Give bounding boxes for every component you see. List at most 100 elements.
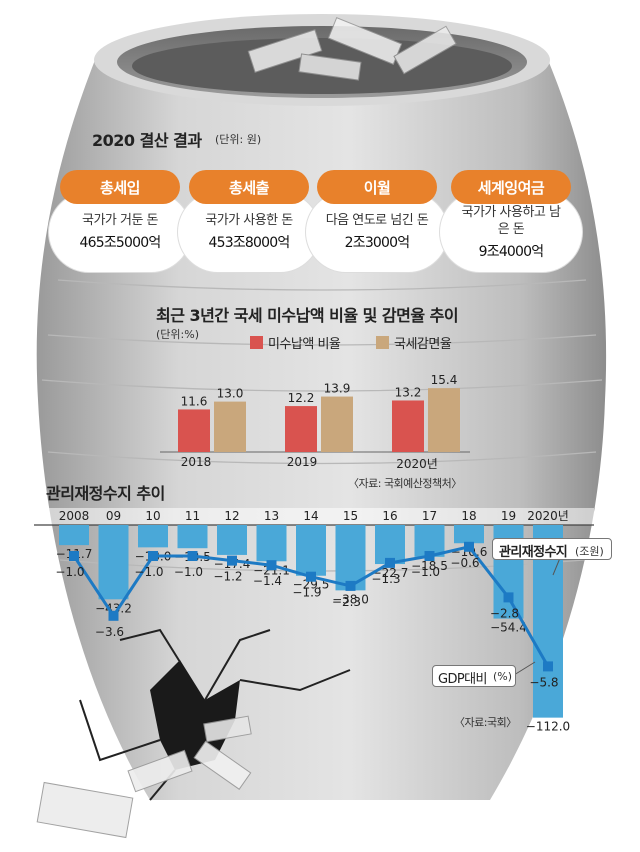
gdp-label-3: −1.0 bbox=[174, 565, 203, 579]
card-expenditure-desc: 국가가 사용한 돈 bbox=[205, 213, 293, 228]
balance-x-label-2: 10 bbox=[145, 509, 160, 523]
gdp-label-4: −1.2 bbox=[213, 570, 242, 584]
balance-legend-box: 관리재정수지 (조원) bbox=[492, 538, 612, 560]
balance-x-label-12: 2020년 bbox=[527, 509, 569, 523]
gdp-legend-box: GDP대비 (%) bbox=[432, 665, 516, 687]
gdp-legend-label: GDP대비 bbox=[438, 672, 487, 687]
balance-x-label-5: 13 bbox=[264, 509, 279, 523]
card-surplus-label: 세계잉여금 bbox=[451, 170, 571, 204]
balance-x-label-10: 18 bbox=[461, 509, 476, 523]
balance-axis-band bbox=[34, 508, 594, 525]
gdp-label-8: −1.3 bbox=[371, 572, 400, 586]
gdp-point-5 bbox=[266, 560, 277, 571]
balance-x-label-6: 14 bbox=[303, 509, 318, 523]
legend-swatch-uncollected bbox=[250, 336, 263, 349]
card-carryover-desc: 다음 연도로 넘긴 돈 bbox=[325, 213, 429, 228]
gdp-point-4 bbox=[227, 555, 237, 566]
gdp-label-9: −1.0 bbox=[411, 565, 440, 579]
card-surplus: 국가가 사용하고 남은 돈 9조4000억 bbox=[440, 192, 582, 272]
balance-bar-5 bbox=[256, 525, 287, 562]
tax-bar-label-0-2: 13.2 bbox=[395, 385, 422, 399]
balance-bar-0 bbox=[59, 525, 89, 546]
card-expenditure: 국가가 사용한 돈 453조8000억 bbox=[178, 192, 320, 272]
balance-bar-8 bbox=[375, 525, 405, 565]
legend-label-uncollected: 미수납액 비율 bbox=[268, 337, 341, 352]
balance-x-label-8: 16 bbox=[382, 509, 397, 523]
balance-chart-source: 〈자료:국회〉 bbox=[454, 716, 517, 729]
gdp-point-2 bbox=[148, 551, 158, 561]
tax-bar-uncollected-1 bbox=[285, 406, 317, 452]
balance-bar-10 bbox=[454, 525, 484, 544]
legend-swatch-reduction bbox=[376, 336, 389, 349]
balance-bar-label-1: −43.2 bbox=[95, 601, 132, 615]
tax-chart-title: 최근 3년간 국세 미수납액 비율 및 감면율 추이 bbox=[156, 306, 459, 325]
gdp-point-1 bbox=[108, 610, 119, 621]
tax-bar-reduction-1 bbox=[321, 396, 353, 452]
tax-bar-label-1-0: 13.0 bbox=[217, 387, 244, 401]
balance-x-label-4: 12 bbox=[224, 509, 239, 523]
card-expenditure-value: 453조8000억 bbox=[208, 235, 291, 251]
tax-x-label-2018: 2018 bbox=[180, 455, 212, 469]
gdp-legend-unit: (%) bbox=[493, 670, 513, 683]
gdp-point-8 bbox=[385, 557, 395, 568]
balance-legend-unit: (조원) bbox=[575, 545, 604, 558]
card-carryover-label: 이월 bbox=[317, 170, 437, 204]
balance-bar-label-6: −29.5 bbox=[293, 578, 330, 592]
tax-x-label-2019: 2019 bbox=[286, 455, 318, 469]
balance-legend-label: 관리재정수지 bbox=[499, 545, 568, 560]
tax-bar-label-1-2: 15.4 bbox=[431, 373, 458, 387]
card-revenue-label: 총세입 bbox=[60, 170, 180, 204]
balance-x-label-9: 17 bbox=[422, 509, 437, 523]
gdp-label-1: −3.6 bbox=[95, 625, 124, 639]
balance-bar-4 bbox=[217, 525, 247, 555]
gdp-point-10 bbox=[464, 541, 474, 552]
balance-bar-label-9: −18.5 bbox=[411, 559, 448, 573]
tax-bar-uncollected-0 bbox=[178, 409, 210, 452]
gdp-point-7 bbox=[345, 580, 356, 591]
settlement-title: 2020 결산 결과 bbox=[92, 131, 202, 150]
balance-bar-3 bbox=[177, 525, 208, 549]
balance-bar-label-11: −54.4 bbox=[490, 621, 527, 635]
legend-label-reduction: 국세감면율 bbox=[394, 337, 452, 352]
gdp-point-3 bbox=[187, 551, 198, 561]
tax-bar-reduction-2 bbox=[428, 388, 460, 452]
card-surplus-desc: 국가가 사용하고 남은 돈 bbox=[461, 204, 561, 237]
card-carryover-value: 2조3000억 bbox=[344, 235, 410, 251]
gdp-point-6 bbox=[306, 571, 316, 582]
balance-x-label-3: 11 bbox=[185, 509, 200, 523]
tax-bar-reduction-0 bbox=[214, 401, 246, 452]
card-carryover: 다음 연도로 넘긴 돈 2조3000억 bbox=[306, 192, 448, 272]
tax-chart-source: 〈자료: 국회예산정책처〉 bbox=[348, 477, 462, 490]
balance-bar-1 bbox=[98, 525, 129, 600]
balance-chart-title: 관리재정수지 추이 bbox=[46, 484, 165, 503]
balance-x-label-1: 09 bbox=[106, 509, 121, 523]
card-revenue: 국가가 거둔 돈 465조5000억 bbox=[49, 192, 191, 272]
balance-x-label-0: 2008 bbox=[59, 509, 90, 523]
gdp-label-6: −1.9 bbox=[292, 586, 321, 600]
balance-legend-pointer bbox=[552, 557, 561, 576]
gdp-label-2: −1.0 bbox=[134, 565, 163, 579]
tax-bar-label-0-0: 11.6 bbox=[181, 394, 208, 408]
gdp-point-9 bbox=[424, 551, 435, 561]
balance-bar-2 bbox=[138, 525, 168, 548]
balance-bar-label-7: −38.0 bbox=[332, 592, 369, 606]
gdp-label-10: −0.6 bbox=[450, 556, 479, 570]
settlement-unit: (단위: 원) bbox=[215, 133, 262, 146]
tax-bar-uncollected-2 bbox=[392, 400, 424, 452]
balance-bar-label-12: −112.0 bbox=[526, 720, 570, 734]
gdp-label-12: −5.8 bbox=[529, 675, 558, 689]
gdp-point-12 bbox=[543, 661, 553, 672]
card-surplus-value: 9조4000억 bbox=[478, 243, 544, 260]
gdp-legend-pointer bbox=[513, 661, 536, 676]
tax-bar-label-1-1: 13.9 bbox=[324, 382, 351, 396]
gdp-label-0: −1.0 bbox=[55, 565, 84, 579]
balance-bar-6 bbox=[296, 525, 326, 576]
gdp-point-0 bbox=[69, 551, 79, 561]
balance-x-label-11: 19 bbox=[501, 509, 516, 523]
card-revenue-value: 465조5000억 bbox=[79, 235, 162, 251]
gdp-point-11 bbox=[503, 592, 514, 603]
tax-x-label-2020: 2020년 bbox=[396, 457, 438, 471]
card-expenditure-label: 총세출 bbox=[189, 170, 309, 204]
